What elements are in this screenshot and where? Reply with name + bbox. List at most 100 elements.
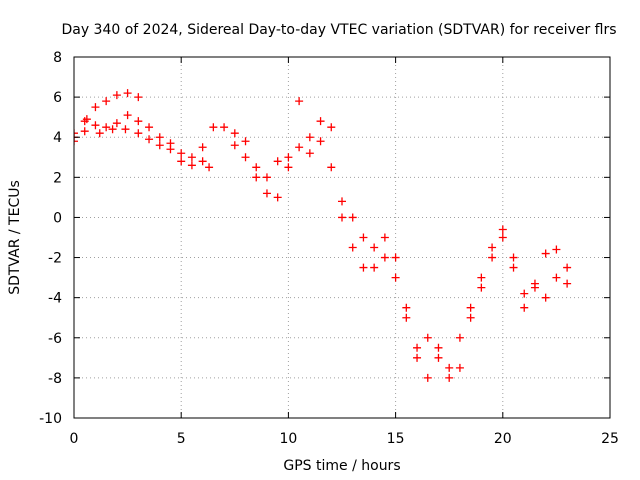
data-point [391, 273, 400, 282]
x-tick-label: 20 [494, 431, 512, 447]
data-point [262, 173, 271, 182]
data-point [477, 283, 486, 292]
data-point [509, 253, 518, 262]
data-point [155, 133, 164, 142]
data-point [123, 89, 132, 98]
data-point [552, 245, 561, 254]
y-tick-label: -2 [48, 251, 62, 267]
data-point [74, 137, 78, 146]
data-point [187, 153, 196, 162]
data-point [380, 253, 389, 262]
data-point [82, 115, 91, 124]
data-point [316, 117, 325, 126]
x-tick-label: 15 [387, 431, 405, 447]
data-point [230, 141, 239, 150]
data-point [284, 153, 293, 162]
data-point [541, 249, 550, 258]
data-point [220, 123, 229, 132]
x-axis-label: GPS time / hours [283, 458, 400, 474]
data-point [241, 137, 250, 146]
data-point [91, 103, 100, 112]
x-tick-label: 0 [70, 431, 79, 447]
data-point [112, 91, 121, 100]
data-point [305, 133, 314, 142]
data-point [520, 303, 529, 312]
data-point [305, 149, 314, 158]
data-point [563, 263, 572, 272]
data-point [498, 233, 507, 242]
data-point [145, 123, 154, 132]
data-point [74, 129, 78, 138]
data-point [102, 97, 111, 106]
data-point [262, 189, 271, 198]
data-point [327, 163, 336, 172]
data-point [273, 193, 282, 202]
data-point [327, 123, 336, 132]
y-tick-label: -6 [48, 331, 62, 347]
data-point [423, 333, 432, 342]
data-point [455, 333, 464, 342]
y-tick-label: 8 [53, 50, 62, 66]
data-point [155, 141, 164, 150]
data-point [252, 173, 261, 182]
data-point [121, 125, 130, 134]
data-point [134, 117, 143, 126]
data-point [359, 263, 368, 272]
data-point [455, 363, 464, 372]
data-point [413, 343, 422, 352]
y-tick-label: 2 [53, 170, 62, 186]
data-point [370, 263, 379, 272]
x-tick-label: 5 [177, 431, 186, 447]
data-point [402, 313, 411, 322]
data-point [198, 143, 207, 152]
y-tick-label: 4 [53, 130, 62, 146]
plot-border [73, 56, 611, 419]
data-point [134, 129, 143, 138]
y-tick-label: -10 [39, 411, 62, 427]
data-point [488, 253, 497, 262]
data-point [205, 163, 214, 172]
data-point [520, 289, 529, 298]
data-point [348, 243, 357, 252]
data-point [466, 303, 475, 312]
data-point [338, 213, 346, 222]
data-point [273, 157, 282, 166]
data-point [209, 123, 218, 132]
x-tick-label: 25 [601, 431, 619, 447]
data-point [541, 293, 550, 302]
data-point [477, 273, 486, 282]
data-point [123, 111, 132, 120]
data-point [112, 119, 121, 128]
data-point [423, 373, 432, 382]
data-point [80, 117, 89, 126]
chart-title: Day 340 of 2024, Sidereal Day-to-day VTE… [61, 22, 616, 38]
data-point [80, 127, 89, 136]
data-point [466, 313, 475, 322]
data-point [91, 121, 100, 130]
data-point [241, 153, 250, 162]
data-point [108, 125, 117, 134]
data-point [284, 163, 293, 172]
data-point [252, 163, 261, 172]
y-tick-label: 6 [53, 90, 62, 106]
data-point [445, 363, 454, 372]
data-point [145, 135, 154, 144]
data-point [198, 157, 207, 166]
data-point [134, 93, 143, 102]
data-point [348, 213, 357, 222]
data-point [413, 353, 422, 362]
y-tick-label: 0 [53, 210, 62, 226]
data-point [102, 123, 111, 132]
data-point [177, 149, 186, 158]
data-point [391, 253, 400, 262]
y-tick-label: -4 [48, 291, 62, 307]
data-point [402, 303, 411, 312]
data-point [563, 279, 572, 288]
data-point [295, 143, 304, 152]
data-point [445, 373, 454, 382]
data-point [509, 263, 518, 272]
data-point [380, 233, 389, 242]
data-point [316, 137, 325, 146]
data-point [95, 129, 104, 138]
